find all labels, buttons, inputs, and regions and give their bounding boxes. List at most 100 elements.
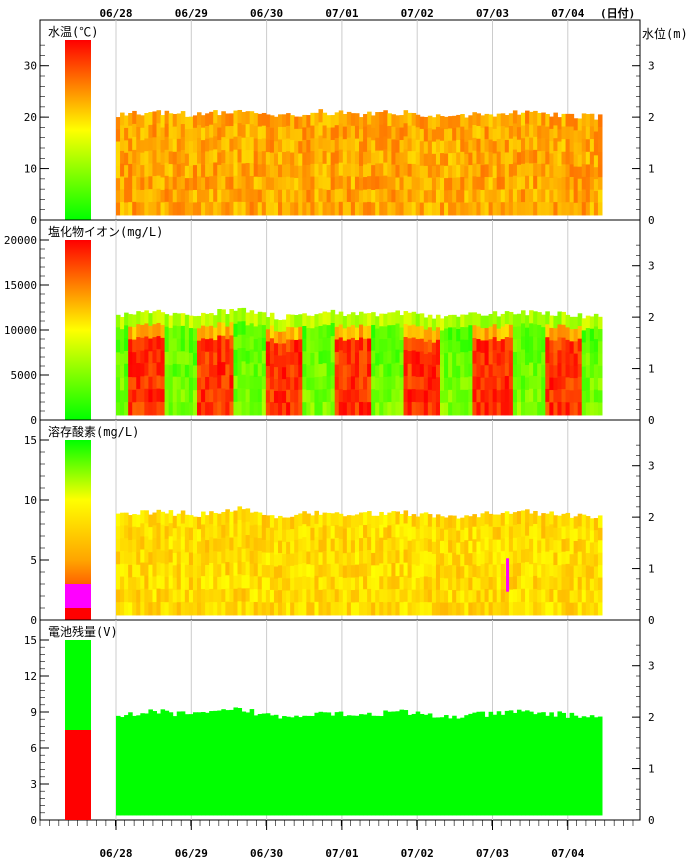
heatmap-cell	[201, 776, 206, 790]
heatmap-cell	[278, 189, 283, 203]
heatmap-cell	[322, 789, 328, 803]
heatmap-cell	[116, 314, 121, 328]
heatmap-cell	[379, 150, 384, 165]
heatmap-cell	[160, 152, 166, 166]
heatmap-cell	[452, 152, 457, 166]
heatmap-cell	[350, 325, 356, 339]
heatmap-cell	[529, 310, 534, 324]
heatmap-cell	[318, 776, 324, 790]
heatmap-cell	[172, 565, 178, 579]
heatmap-cell	[565, 113, 571, 128]
heatmap-cell	[330, 576, 336, 591]
heatmap-cell	[391, 537, 396, 551]
heatmap-cell	[253, 752, 259, 766]
heatmap-cell	[350, 552, 356, 566]
heatmap-cell	[589, 202, 595, 216]
heatmap-cell	[444, 529, 449, 543]
heatmap-cell	[508, 749, 514, 764]
heatmap-cell	[209, 150, 214, 164]
heatmap-cell	[330, 189, 336, 203]
heatmap-cell	[593, 741, 599, 755]
heatmap-cell	[545, 126, 550, 140]
heatmap-cell	[541, 125, 546, 139]
heatmap-cell	[148, 202, 153, 216]
heatmap-cell	[387, 750, 392, 764]
heatmap-cell	[435, 564, 441, 578]
colorbar-magenta-band	[65, 584, 91, 608]
heatmap-cell	[383, 723, 388, 738]
heatmap-cell	[172, 114, 178, 128]
heatmap-cell	[440, 729, 445, 743]
heatmap-cell	[261, 738, 267, 753]
heatmap-cell	[371, 363, 376, 377]
heatmap-cell	[346, 527, 352, 541]
heatmap-cell	[561, 725, 567, 740]
heatmap-cell	[249, 550, 255, 565]
heatmap-cell	[411, 589, 417, 603]
heatmap-cell	[298, 364, 303, 378]
heatmap-cell	[529, 538, 534, 553]
heatmap-cell	[525, 402, 530, 416]
heatmap-cell	[391, 750, 396, 764]
heatmap-cell	[529, 513, 534, 527]
heatmap-cell	[399, 526, 405, 540]
heatmap-cell	[480, 776, 486, 790]
heatmap-cell	[229, 775, 234, 790]
heatmap-cell	[197, 163, 202, 177]
heatmap-cell	[294, 339, 299, 354]
heatmap-cell	[314, 802, 319, 816]
heatmap-cell	[521, 523, 526, 538]
heatmap-cell	[350, 602, 356, 616]
heatmap-cell	[253, 550, 259, 564]
heatmap-cell	[156, 802, 162, 816]
heatmap-cell	[298, 389, 303, 403]
heatmap-cell	[338, 110, 344, 125]
heatmap-cell	[496, 202, 502, 216]
heatmap-cell	[577, 564, 583, 578]
heatmap-cell	[508, 324, 514, 339]
heatmap-cell	[197, 176, 202, 190]
heatmap-cell	[265, 540, 271, 554]
heatmap-cell	[379, 313, 384, 327]
heatmap-cell	[403, 401, 409, 416]
heatmap-cell	[241, 548, 247, 563]
heatmap-cell	[273, 379, 279, 392]
heatmap-cell	[411, 151, 417, 165]
heatmap-cell	[273, 331, 279, 344]
heatmap-cell	[197, 189, 202, 203]
heatmap-cell	[346, 789, 352, 804]
heatmap-cell	[395, 401, 400, 416]
heatmap-cell	[419, 713, 425, 728]
heatmap-cell	[589, 752, 595, 766]
heatmap-cell	[363, 752, 368, 766]
heatmap-cell	[371, 376, 376, 390]
heatmap-cell	[160, 140, 166, 154]
heatmap-cell	[180, 402, 186, 416]
heatmap-cell	[192, 802, 198, 816]
heatmap-cell	[597, 790, 603, 804]
heatmap-cell	[152, 337, 157, 351]
heatmap-cell	[371, 389, 376, 403]
heatmap-cell	[322, 512, 328, 526]
heatmap-cell	[521, 549, 526, 564]
heatmap-cell	[569, 390, 575, 404]
heatmap-cell	[440, 565, 445, 579]
heatmap-cell	[197, 763, 202, 777]
heatmap-cell	[423, 739, 429, 753]
heatmap-cell	[116, 141, 121, 155]
heatmap-cell	[553, 589, 558, 604]
heatmap-cell	[472, 150, 477, 165]
heatmap-cell	[217, 775, 222, 790]
heatmap-cell	[330, 309, 336, 324]
heatmap-cell	[589, 139, 595, 153]
heatmap-cell	[387, 589, 392, 603]
heatmap-cell	[314, 176, 319, 190]
heatmap-cell	[213, 589, 218, 603]
heatmap-cell	[124, 789, 129, 803]
heatmap-cell	[168, 125, 174, 140]
heatmap-cell	[585, 164, 591, 178]
heatmap-cell	[245, 163, 251, 177]
heatmap-cell	[419, 326, 425, 340]
bottom-date-tick-label: 06/28	[99, 847, 132, 860]
heatmap-cell	[411, 751, 417, 766]
